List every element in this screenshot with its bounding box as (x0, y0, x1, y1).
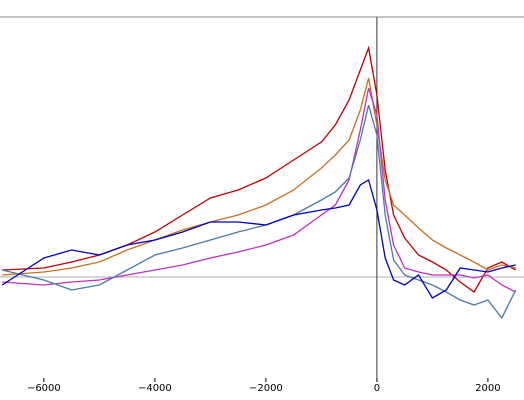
series-line (1, 179, 516, 299)
series-line (2, 87, 516, 293)
x-tick-label: 2000 (475, 383, 500, 394)
x-tick-label: −4000 (138, 383, 172, 394)
series-line (2, 77, 516, 276)
x-tick-label: −2000 (249, 383, 283, 394)
x-tick-label: −6000 (27, 383, 61, 394)
series-line (2, 45, 517, 293)
series-line (2, 104, 517, 320)
x-tick-label: 0 (374, 383, 380, 394)
